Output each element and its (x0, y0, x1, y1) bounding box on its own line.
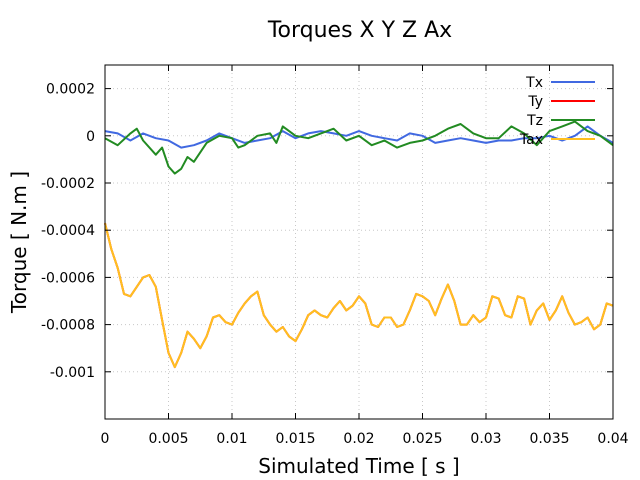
legend-label-tz: Tz (526, 113, 543, 129)
x-axis-label: Simulated Time [ s ] (258, 454, 459, 478)
x-tick-label: 0.03 (470, 431, 501, 447)
y-axis: 0.0002 0 -0.0002 -0.0004 -0.0006 -0.0008 -0.00… (41, 82, 613, 381)
x-tick-label: 0.02 (343, 431, 374, 447)
legend-label-ty: Ty (527, 94, 543, 110)
x-tick-label: 0.01 (216, 431, 247, 447)
legend-label-tx: Tx (525, 75, 543, 91)
x-tick-label: 0.04 (597, 431, 628, 447)
x-tick-label: 0.015 (275, 431, 315, 447)
y-tick-label: -0.0006 (41, 270, 95, 286)
legend: Tx Ty Tz Tax (519, 75, 595, 148)
x-tick-label: 0 (101, 431, 110, 447)
y-axis-label: Torque [ N.m ] (7, 171, 31, 314)
x-axis: 0 0.005 0.01 0.015 0.02 0.025 0.03 0.035 0.04 (101, 65, 629, 447)
y-tick-label: 0.0002 (46, 82, 95, 98)
x-tick-label: 0.025 (402, 431, 442, 447)
series-lines (104, 120, 614, 369)
series-line-tax (104, 222, 614, 369)
y-tick-label: -0.0004 (41, 223, 95, 239)
y-tick-label: -0.001 (50, 365, 95, 381)
chart-title: Torques X Y Z Ax (267, 18, 452, 43)
x-tick-label: 0.035 (529, 431, 569, 447)
y-tick-label: -0.0008 (41, 318, 95, 334)
legend-label-tax: Tax (519, 132, 543, 148)
series-line-tz (104, 120, 614, 175)
y-tick-label: 0 (86, 129, 95, 145)
x-tick-label: 0.005 (148, 431, 188, 447)
y-tick-label: -0.0002 (41, 176, 95, 192)
grid (105, 65, 613, 419)
